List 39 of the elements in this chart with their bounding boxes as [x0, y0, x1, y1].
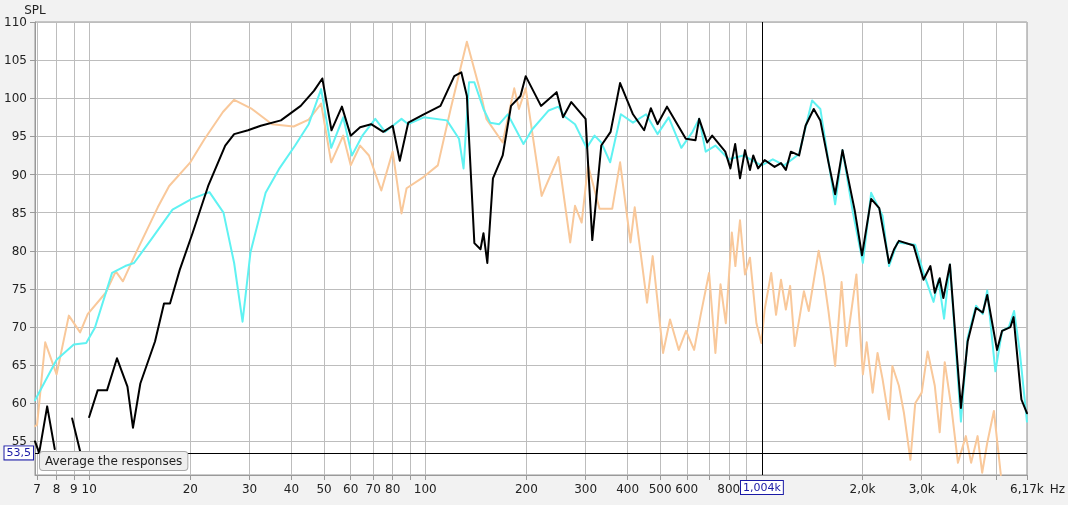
x-tick-label: 600	[675, 482, 699, 496]
x-tick-label: 50	[316, 482, 332, 496]
y-tick-label: 100	[4, 91, 27, 106]
x-tick-label: 400	[616, 482, 640, 496]
x-tick-label: 8	[52, 482, 61, 496]
y-tick-label: 80	[11, 243, 27, 258]
annotation: Average the responses	[45, 454, 183, 468]
x-tick-label: 80	[385, 482, 401, 496]
y-tick-label: 60	[11, 396, 27, 411]
y-tick-label: 65	[11, 358, 27, 373]
x-tick-label: 40	[283, 482, 300, 496]
y-tick-label: 55	[11, 434, 27, 449]
x-tick-label: 3,0k	[908, 482, 935, 496]
y-tick-label: 105	[4, 53, 27, 68]
y-tick-label: 90	[11, 167, 27, 182]
x-tick-label: 30	[241, 482, 258, 496]
y-axis-title: SPL	[24, 3, 47, 17]
x-tick-label: 300	[574, 482, 598, 496]
y-tick-label: 95	[11, 129, 27, 144]
y-tick-label: 110	[4, 15, 27, 29]
y-tick-label: 70	[11, 320, 27, 335]
x-tick-label: 6,17k	[1010, 482, 1044, 496]
x-tick-label: 100	[413, 482, 437, 496]
x-tick-label: 200	[514, 482, 538, 496]
ref-line-label: 1,004k	[742, 481, 782, 494]
x-tick-label: 800	[717, 482, 741, 496]
x-tick-label: 10	[81, 482, 97, 496]
x-tick-label: 70	[365, 482, 381, 496]
x-tick-label: 500	[648, 482, 672, 496]
x-tick-label: 7	[33, 482, 41, 496]
y-tick-label: 85	[11, 205, 27, 220]
x-tick-label: 60	[343, 482, 359, 496]
x-tick-label: 4,0k	[950, 482, 977, 496]
x-axis-title: Hz	[1049, 482, 1066, 496]
x-tick-label: 2,0k	[849, 482, 876, 496]
x-tick-label: 9	[69, 482, 78, 496]
y-tick-label: 75	[11, 281, 27, 296]
ref-line-label: 53,5	[6, 446, 31, 460]
x-tick-label: 20	[182, 482, 198, 496]
